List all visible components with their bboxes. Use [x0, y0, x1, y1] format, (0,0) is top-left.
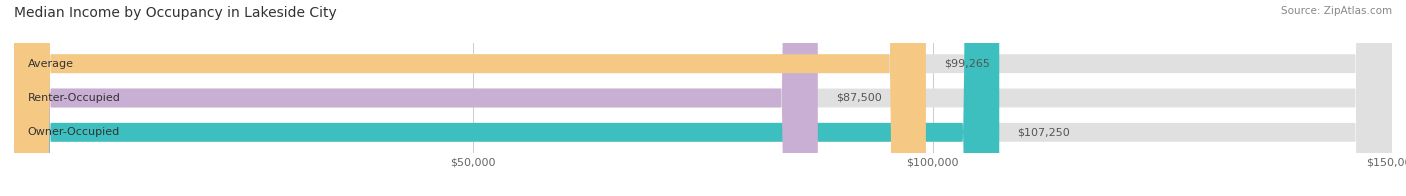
FancyBboxPatch shape	[14, 0, 1392, 196]
Text: $107,250: $107,250	[1018, 127, 1070, 137]
FancyBboxPatch shape	[14, 0, 1392, 196]
FancyBboxPatch shape	[14, 0, 1392, 196]
FancyBboxPatch shape	[14, 0, 818, 196]
FancyBboxPatch shape	[14, 0, 1000, 196]
Text: Average: Average	[28, 59, 75, 69]
FancyBboxPatch shape	[14, 0, 927, 196]
Text: Owner-Occupied: Owner-Occupied	[28, 127, 120, 137]
Text: $87,500: $87,500	[837, 93, 882, 103]
Text: $99,265: $99,265	[945, 59, 990, 69]
Text: Source: ZipAtlas.com: Source: ZipAtlas.com	[1281, 6, 1392, 16]
Text: Median Income by Occupancy in Lakeside City: Median Income by Occupancy in Lakeside C…	[14, 6, 337, 20]
Text: Renter-Occupied: Renter-Occupied	[28, 93, 121, 103]
